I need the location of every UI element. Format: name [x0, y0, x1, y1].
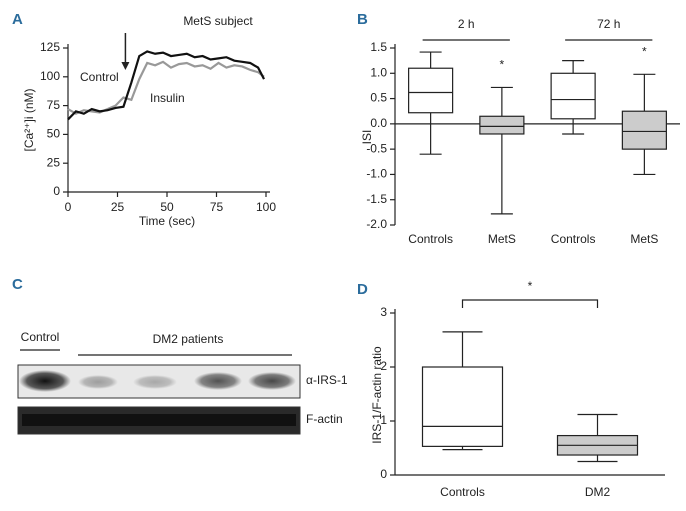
lane-label: Control	[21, 330, 60, 344]
y-tick-label: 1	[380, 413, 387, 427]
group-label: 72 h	[597, 17, 620, 31]
x-tick-label: 75	[210, 200, 224, 214]
y-tick-label: 1.0	[370, 65, 387, 79]
annotation: Control	[80, 70, 119, 84]
x-tick-label: 25	[111, 200, 125, 214]
y-axis-label: IRS-1/F-actin ratio	[370, 346, 384, 444]
x-tick-label: 50	[160, 200, 174, 214]
box	[408, 67, 454, 114]
y-tick-label: 1.5	[370, 40, 387, 54]
y-tick-label: -1.5	[366, 192, 387, 206]
blot-band-row	[17, 364, 301, 399]
y-tick-label: 50	[47, 127, 61, 141]
band-label: α-IRS-1	[306, 373, 348, 387]
x-tick-label: MetS	[488, 232, 516, 246]
significance: *	[500, 58, 505, 72]
y-tick-label: 25	[47, 155, 61, 169]
group-label: 2 h	[458, 17, 475, 31]
panel-label: B	[357, 11, 368, 28]
annotation: Insulin	[150, 91, 185, 105]
box	[621, 110, 667, 150]
series-line	[67, 50, 265, 121]
y-tick-label: 0.0	[370, 116, 387, 130]
arrow-head	[121, 62, 130, 70]
y-tick-label: 125	[40, 40, 60, 54]
lane-label: DM2 patients	[153, 332, 224, 346]
y-tick-label: 100	[40, 69, 60, 83]
y-tick-label: -0.5	[366, 141, 387, 155]
significance-bracket	[461, 299, 599, 308]
y-tick-label: 0.5	[370, 91, 387, 105]
y-axis-label: [Ca²⁺]i (nM)	[22, 88, 36, 151]
significance: *	[528, 279, 533, 293]
significance: *	[642, 44, 647, 58]
y-tick-label: 0	[53, 184, 60, 198]
x-tick-label: Controls	[408, 232, 453, 246]
x-tick-label: Controls	[551, 232, 596, 246]
x-tick-label: Controls	[440, 485, 485, 499]
y-tick-label: 75	[47, 98, 61, 112]
box	[479, 115, 525, 135]
y-tick-label: -1.0	[366, 167, 387, 181]
panel-label: A	[12, 11, 23, 28]
y-axis-label: ISI	[360, 130, 374, 145]
chart-title: MetS subject	[183, 14, 253, 28]
x-tick-label: 100	[256, 200, 276, 214]
box	[550, 72, 596, 120]
x-tick-label: DM2	[585, 485, 611, 499]
box	[421, 366, 504, 447]
x-tick-label: MetS	[630, 232, 658, 246]
y-tick-label: 0	[380, 467, 387, 481]
panel-label: D	[357, 281, 368, 298]
band-label: F-actin	[306, 412, 343, 426]
x-tick-label: 0	[65, 200, 72, 214]
y-tick-label: 2	[380, 359, 387, 373]
x-axis-label: Time (sec)	[139, 214, 195, 228]
y-tick-label: 3	[380, 305, 387, 319]
y-tick-label: -2.0	[366, 217, 387, 231]
panel-label: C	[12, 276, 23, 293]
blot-band-row	[17, 406, 301, 435]
